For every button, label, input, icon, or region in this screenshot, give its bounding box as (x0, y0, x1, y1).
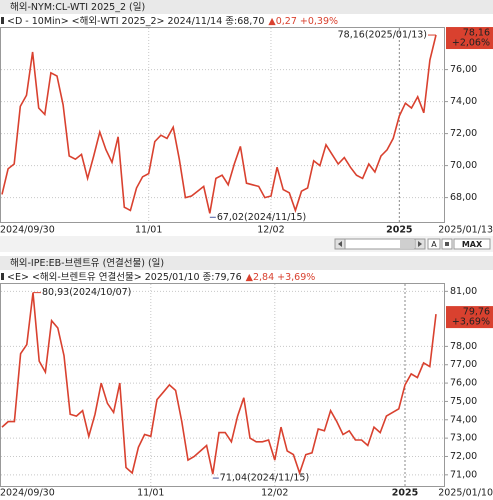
plot-frame (0, 27, 445, 223)
button-label: MAX (462, 240, 483, 249)
annotation: 78,16(2025/01/13) (338, 30, 427, 41)
x-tick-label: 11/01 (135, 225, 162, 236)
y-tick-label: 78,00 (450, 341, 477, 352)
y-tick-label: 77,00 (450, 359, 477, 370)
subtitle-change: ▲2,84 +3,69% (246, 272, 316, 283)
panel-title: 해외-IPE:EB-브렌트유 (연결선물) (일) (10, 257, 164, 269)
last-value-label: 78,16 (463, 28, 490, 39)
last-value-box (446, 27, 493, 50)
y-tick-label: 73,00 (450, 433, 477, 444)
x-tick-label: 11/01 (137, 488, 164, 499)
annotation: 67,02(2024/11/15) (217, 212, 306, 223)
last-value-label: 79,76 (463, 307, 490, 318)
last-change-label: +3,69% (452, 317, 490, 328)
y-tick-label: 72,00 (450, 451, 477, 462)
x-tick-label: 2025 (386, 225, 412, 236)
y-tick-label: 71,00 (450, 469, 477, 480)
subtitle-text: <E> <해외-브렌트유 연결선물> 2025/01/10 종:79,76 (7, 271, 242, 283)
y-tick-label: 70,00 (450, 160, 477, 171)
y-tick-label: 75,00 (450, 396, 477, 407)
button[interactable] (453, 238, 491, 250)
button[interactable] (427, 238, 441, 250)
y-tick-label: 76,00 (450, 378, 477, 389)
x-tick-label: 2025/01/10 (438, 488, 493, 499)
subtitle-change: ▲0,27 +0,39% (268, 16, 338, 27)
arrow (338, 241, 342, 247)
annotation: 71,04(2024/11/15) (220, 473, 309, 484)
x-tick-label: 12/02 (261, 488, 288, 499)
arrow (418, 241, 422, 247)
x-tick-label: 2025 (392, 488, 418, 499)
scroll-thumb[interactable] (400, 240, 414, 248)
series-line (1, 292, 437, 476)
subtitle-text: <D - 10Min> <해외-WTI 2025_2> 2024/11/14 종… (7, 15, 264, 27)
x-tick-label: 2025/01/13 (438, 225, 493, 236)
title-bar (0, 0, 493, 14)
series-line (1, 34, 437, 214)
x-tick-label: 12/02 (257, 225, 284, 236)
y-tick-label: 74,00 (450, 414, 477, 425)
icon (1, 273, 4, 280)
last-change-label: +2,06% (452, 38, 490, 49)
button-label: A (431, 240, 437, 249)
y-tick-label: 76,00 (450, 64, 477, 75)
icon (445, 242, 449, 246)
subtitle: <E> <해외-브렌트유 연결선물> 2025/01/10 종:79,76 ▲2,… (7, 271, 315, 283)
y-tick-label: 72,00 (450, 128, 477, 139)
icon (1, 17, 4, 24)
y-tick-label: 74,00 (450, 96, 477, 107)
panel-title: 해외-NYM:CL-WTI 2025_2 (일) (10, 1, 145, 13)
subtitle: <D - 10Min> <해외-WTI 2025_2> 2024/11/14 종… (7, 15, 338, 27)
annotation: 80,93(2024/10/07) (42, 287, 131, 298)
y-tick-label: 68,00 (450, 192, 477, 203)
x-tick-label: 2024/09/30 (0, 488, 55, 499)
x-tick-label: 2024/09/30 (0, 225, 55, 236)
title-bar (0, 256, 493, 270)
last-value-box (446, 306, 493, 329)
y-tick-label: 81,00 (450, 286, 477, 297)
plot-frame (0, 283, 445, 487)
